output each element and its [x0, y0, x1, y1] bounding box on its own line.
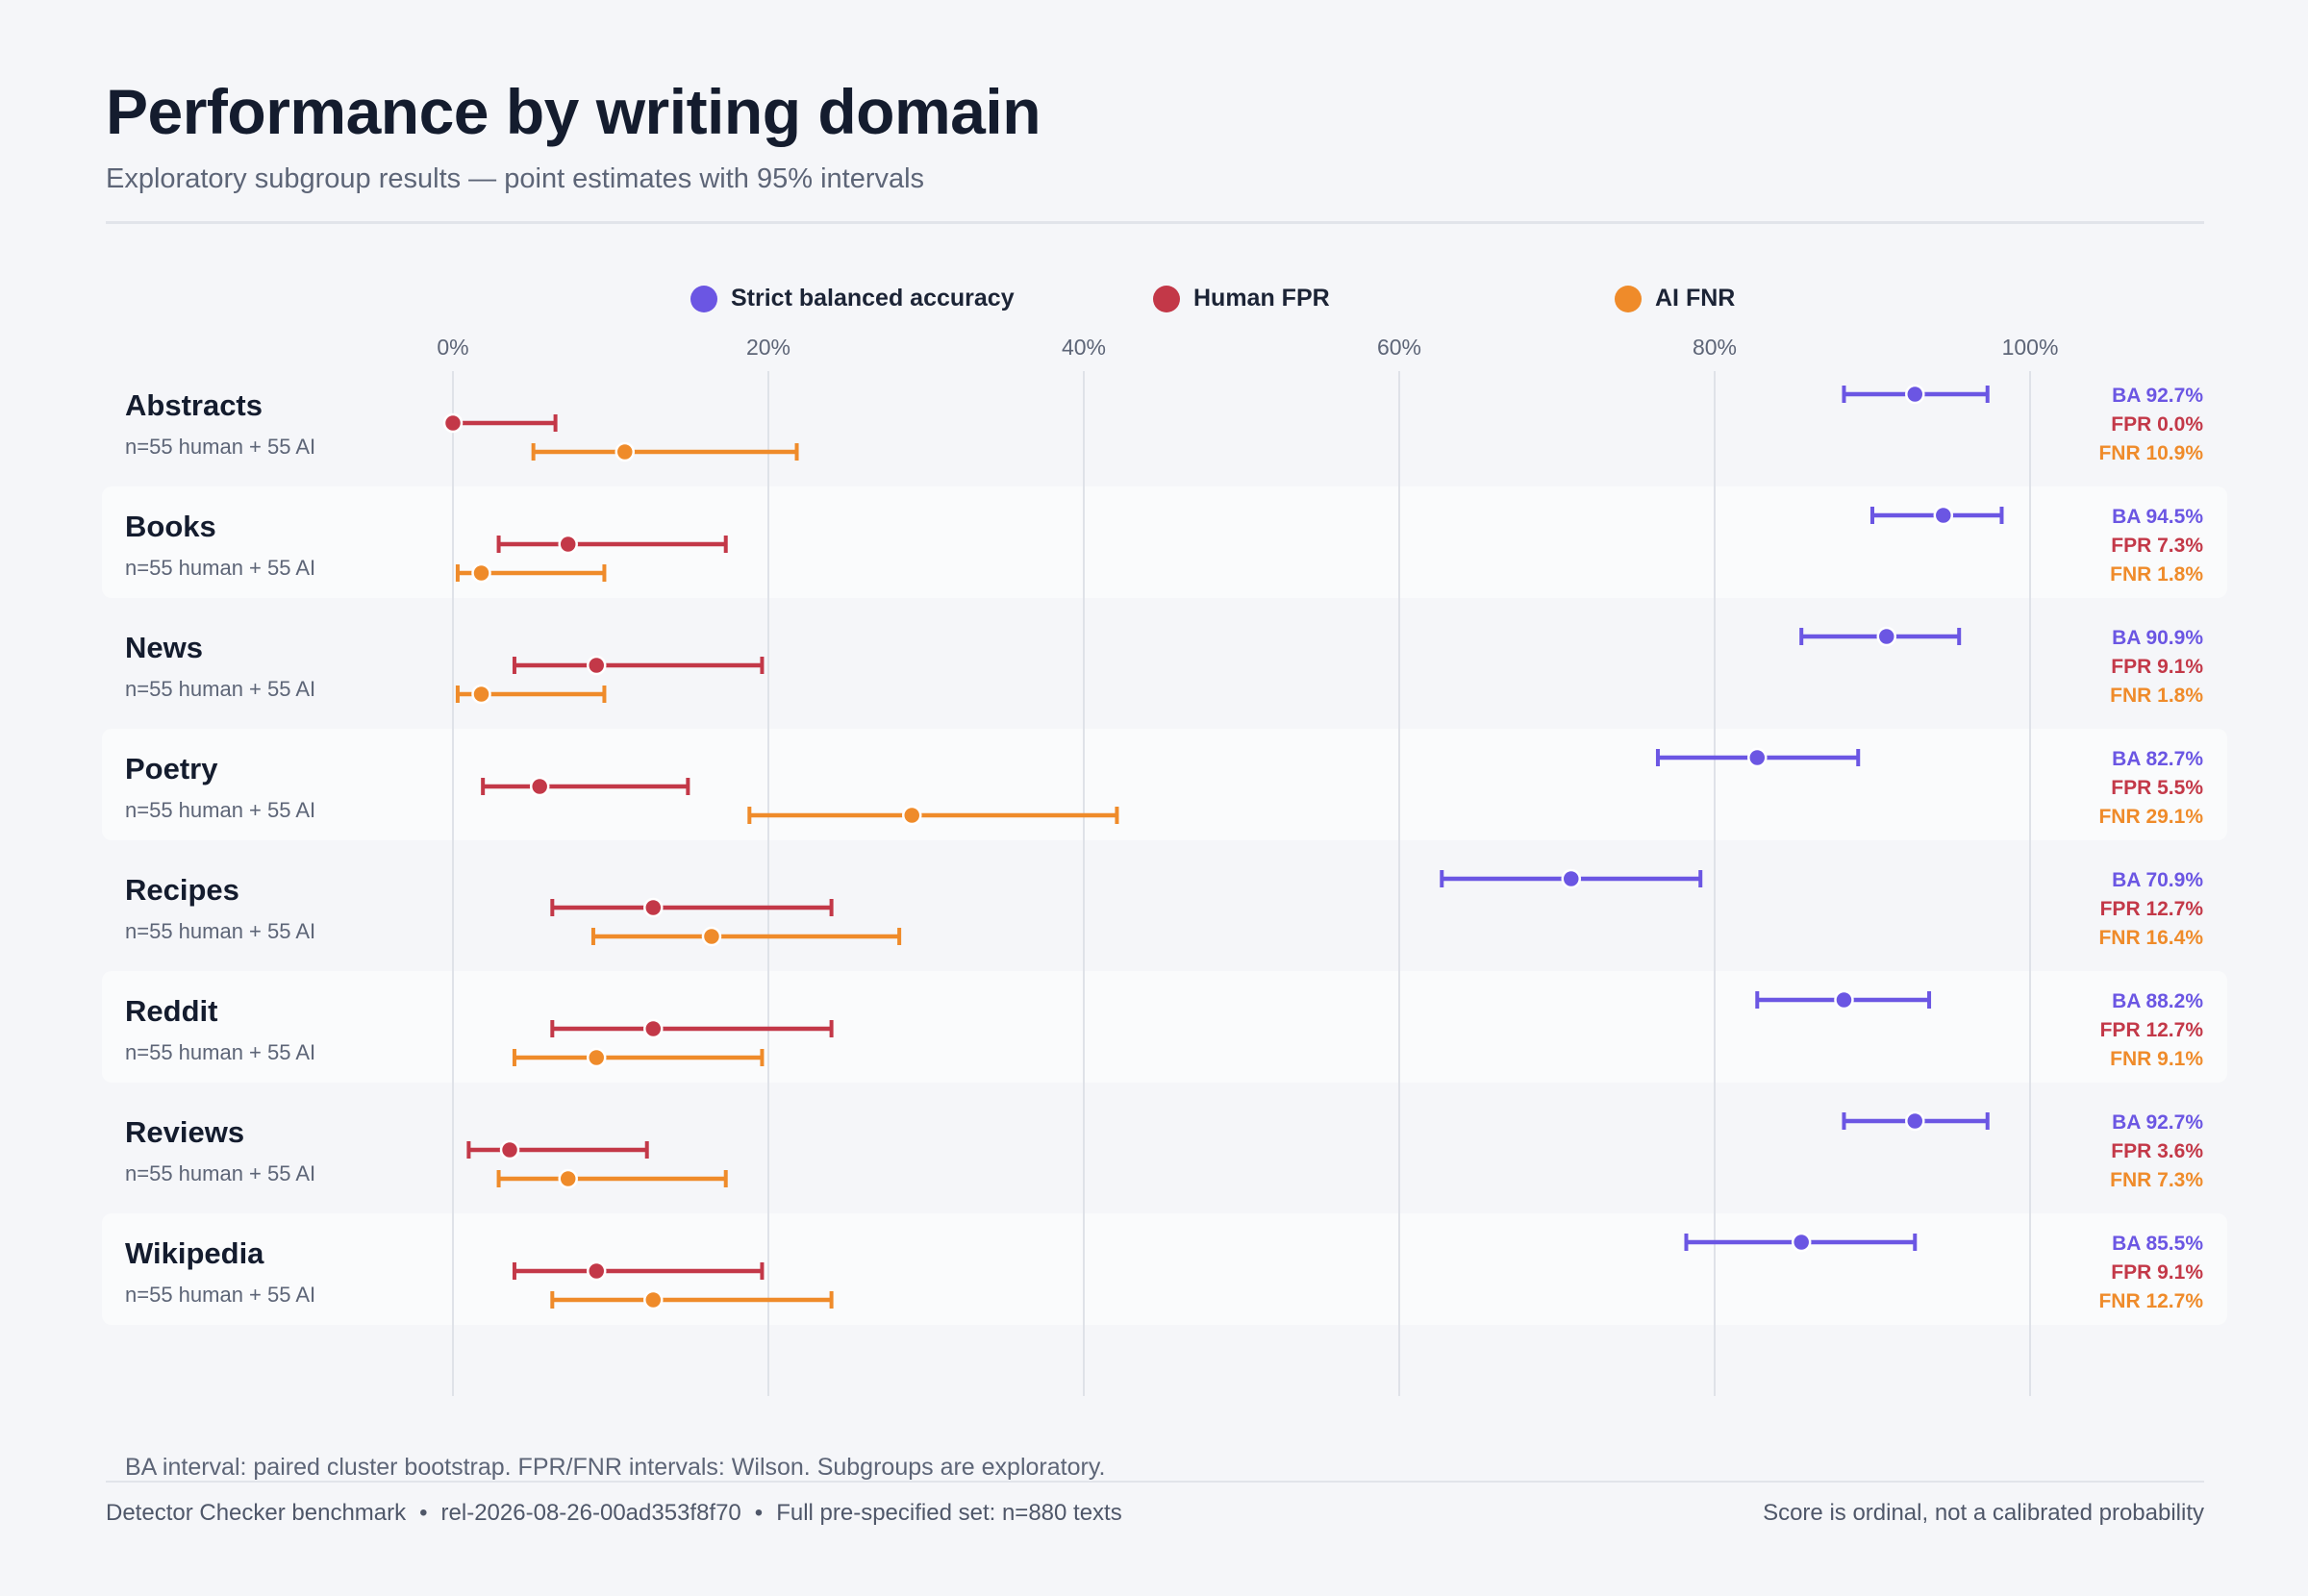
fnr-value-label: FNR 29.1% [2098, 806, 2203, 828]
footer-full-set: Full pre-specified set: n=880 texts [776, 1500, 1122, 1526]
fpr-point [499, 1139, 520, 1160]
ba-value-label: BA 88.2% [2112, 990, 2203, 1012]
chart-legend: Strict balanced accuracy Human FPR AI FN… [0, 285, 2308, 323]
fpr-value-label: FPR 0.0% [2111, 413, 2203, 436]
ba-point [1905, 1110, 1925, 1132]
fpr-point [643, 897, 664, 918]
ba-point [1876, 626, 1897, 647]
fpr-point [586, 655, 607, 676]
footer-separator: • [419, 1500, 428, 1526]
row-band [102, 971, 2227, 1083]
ba-point [1933, 505, 1954, 526]
fnr-value-label: FNR 12.7% [2098, 1290, 2203, 1312]
fpr-value-label: FPR 5.5% [2111, 777, 2203, 799]
fpr-point [586, 1260, 607, 1282]
footer-disclaimer: Score is ordinal, not a calibrated proba… [1763, 1500, 2204, 1526]
legend-label-ba: Strict balanced accuracy [731, 285, 1015, 312]
page-subtitle: Exploratory subgroup results — point est… [106, 163, 925, 194]
ba-value-label: BA 92.7% [2112, 385, 2203, 407]
legend-item-fpr: Human FPR [1153, 285, 1330, 312]
fpr-value-label: FPR 3.6% [2111, 1140, 2203, 1162]
legend-item-ba: Strict balanced accuracy [690, 285, 1015, 312]
row-band [102, 486, 2227, 598]
fnr-point [701, 926, 722, 947]
x-tick-label: 60% [1377, 335, 1421, 360]
fnr-value-label: FNR 9.1% [2110, 1048, 2203, 1070]
fpr-point [442, 412, 464, 434]
legend-marker-fnr [1615, 285, 1642, 312]
ba-value-label: BA 82.7% [2112, 748, 2203, 770]
legend-label-fnr: AI FNR [1655, 285, 1736, 312]
ba-point [1834, 989, 1854, 1010]
legend-label-fpr: Human FPR [1193, 285, 1330, 312]
fnr-point [471, 562, 491, 584]
x-tick-label: 0% [437, 335, 468, 360]
ba-value-label: BA 85.5% [2112, 1233, 2203, 1255]
footer-release: rel-2026-08-26-00ad353f8f70 [440, 1500, 741, 1526]
page-title: Performance by writing domain [106, 76, 1041, 147]
row-band [102, 1213, 2227, 1325]
footer-separator: • [754, 1500, 764, 1526]
sample-size-label: n=55 human + 55 AI [125, 1283, 315, 1307]
fpr-value-label: FPR 9.1% [2111, 656, 2203, 678]
sample-size-label: n=55 human + 55 AI [125, 1040, 315, 1064]
sample-size-label: n=55 human + 55 AI [125, 677, 315, 701]
ba-value-label: BA 90.9% [2112, 627, 2203, 649]
x-tick-label: 40% [1062, 335, 1106, 360]
sample-size-label: n=55 human + 55 AI [125, 1161, 315, 1185]
footer-divider [106, 1481, 2204, 1483]
row-band [102, 729, 2227, 840]
ba-value-label: BA 92.7% [2112, 1111, 2203, 1134]
domain-label: Wikipedia [125, 1236, 264, 1270]
sample-size-label: n=55 human + 55 AI [125, 919, 315, 943]
domain-label: Reviews [125, 1115, 244, 1149]
ba-value-label: BA 94.5% [2112, 506, 2203, 528]
ba-point [1791, 1232, 1812, 1253]
domain-label: Books [125, 510, 216, 543]
header-divider [106, 221, 2204, 224]
fpr-point [643, 1018, 664, 1039]
domain-label: Abstracts [125, 388, 263, 422]
fnr-point [901, 805, 922, 826]
ba-point [1561, 868, 1582, 889]
forest-plot: 0% 20% 40% 60% 80% 100% Abstracts n=55 human + … [102, 335, 2227, 1396]
x-tick-label: 100% [2002, 335, 2059, 360]
footer-benchmark: Detector Checker benchmark [106, 1500, 407, 1526]
x-tick-label: 80% [1693, 335, 1737, 360]
sample-size-label: n=55 human + 55 AI [125, 435, 315, 459]
ba-point [1905, 384, 1925, 405]
ba-point [1747, 747, 1768, 768]
domain-label: News [125, 631, 203, 664]
fnr-point [615, 441, 636, 462]
domain-label: Reddit [125, 994, 217, 1028]
methods-note: BA interval: paired cluster bootstrap. F… [125, 1454, 1106, 1481]
fnr-value-label: FNR 7.3% [2110, 1169, 2203, 1191]
fnr-value-label: FNR 1.8% [2110, 563, 2203, 586]
fnr-point [558, 1168, 578, 1189]
fpr-value-label: FPR 9.1% [2111, 1261, 2203, 1284]
domain-label: Recipes [125, 873, 239, 907]
fnr-value-label: FNR 10.9% [2098, 442, 2203, 464]
legend-item-fnr: AI FNR [1615, 285, 1735, 312]
footer-left: Detector Checker benchmark • rel-2026-08… [106, 1500, 1122, 1527]
fpr-point [529, 776, 550, 797]
fnr-point [471, 684, 491, 705]
fpr-value-label: FPR 7.3% [2111, 535, 2203, 557]
legend-marker-fpr [1153, 285, 1180, 312]
fpr-value-label: FPR 12.7% [2100, 1019, 2204, 1041]
fnr-value-label: FNR 16.4% [2098, 927, 2203, 949]
legend-marker-ba [690, 285, 717, 312]
fnr-point [643, 1289, 664, 1310]
sample-size-label: n=55 human + 55 AI [125, 556, 315, 580]
fpr-value-label: FPR 12.7% [2100, 898, 2204, 920]
sample-size-label: n=55 human + 55 AI [125, 798, 315, 822]
fnr-point [586, 1047, 607, 1068]
domain-label: Poetry [125, 752, 218, 786]
x-tick-label: 20% [746, 335, 790, 360]
ba-value-label: BA 70.9% [2112, 869, 2203, 891]
fnr-value-label: FNR 1.8% [2110, 685, 2203, 707]
fpr-point [558, 534, 578, 555]
